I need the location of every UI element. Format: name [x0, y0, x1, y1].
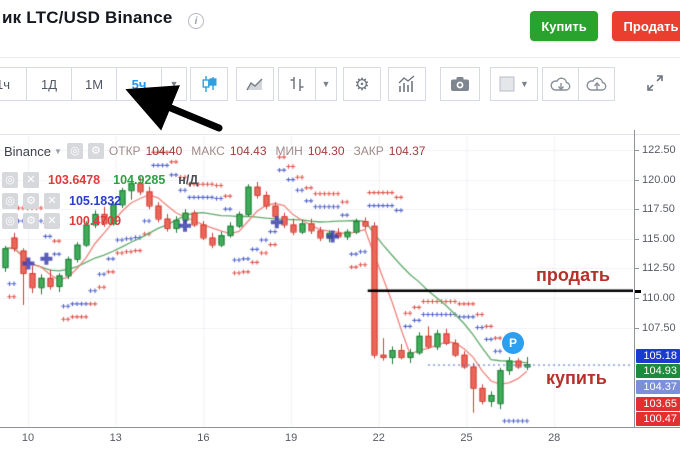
- price-tick-dash: [635, 209, 639, 211]
- price-tick-label: 115.00: [642, 232, 675, 245]
- ohlc-open-label: ОТКР: [108, 144, 141, 158]
- price-tick-dash: [635, 238, 639, 240]
- chevron-down-icon: ▼: [169, 79, 179, 89]
- eye-icon[interactable]: ◎: [2, 213, 18, 229]
- bars-icon: [290, 77, 304, 91]
- time-tick-label: 28: [548, 432, 561, 444]
- price-tick-dash: [635, 268, 639, 270]
- timeframe-dropdown-button[interactable]: ▼: [161, 67, 187, 101]
- indicator-value: 100.4709: [69, 214, 122, 228]
- layout-square-icon: [499, 76, 515, 92]
- timeframe-1h-button[interactable]: 1ч: [0, 67, 27, 101]
- eye-icon[interactable]: ◎: [2, 172, 18, 188]
- page-title: ик LTC/USD Binance: [2, 8, 173, 27]
- time-tick-label: 16: [197, 432, 210, 444]
- candlestick-style-button[interactable]: [190, 67, 228, 101]
- time-tick-label: 13: [109, 432, 122, 444]
- ohlc-low-label: МИН: [275, 144, 303, 158]
- gear-icon[interactable]: ⚙: [23, 193, 39, 209]
- indicator-row: ◎ ⚙ ✕ 105.1832: [2, 193, 121, 209]
- ohlc-high-value: 104.43: [229, 144, 267, 158]
- time-tick-label: 22: [372, 432, 385, 444]
- indicator-row: ◎ ⚙ ✕ 100.4709: [2, 213, 121, 229]
- price-tick-dash: [635, 297, 639, 299]
- indicator-value: 104.9285: [113, 173, 166, 187]
- close-icon[interactable]: ✕: [44, 193, 60, 209]
- indicator-row: ◎ ✕ 103.6478 104.9285 н/Д: [2, 172, 198, 188]
- cloud-download-icon: [550, 77, 570, 91]
- camera-icon: [451, 77, 469, 91]
- screenshot-button[interactable]: [440, 67, 480, 101]
- candlestick-icon: [202, 76, 217, 92]
- chevron-down-icon: ▼: [321, 79, 331, 89]
- fullscreen-icon: [647, 75, 663, 91]
- style-dropdown-button[interactable]: ▼: [315, 67, 337, 101]
- price-tick-dash: [635, 150, 639, 151]
- buy-button[interactable]: Купить: [530, 11, 598, 41]
- indicator-value: н/Д: [178, 173, 199, 187]
- price-axis[interactable]: 122.50 120.00 117.50 115.00 112.50 110.00 107.…: [634, 130, 680, 427]
- gear-icon[interactable]: ⚙: [87, 143, 104, 159]
- buy-annotation-label: купить: [546, 368, 607, 388]
- area-chart-icon: [246, 78, 263, 91]
- legend-exchange[interactable]: Binance: [4, 143, 51, 159]
- chart-legend: Binance ▼ ◎ ⚙ ОТКР 104.40 МАКС 104.43 МИ…: [4, 143, 425, 159]
- ohlc-high-label: МАКС: [191, 144, 225, 158]
- fullscreen-button[interactable]: [638, 67, 672, 99]
- chevron-down-icon: ▼: [520, 79, 529, 89]
- gear-icon[interactable]: ⚙: [23, 213, 39, 229]
- price-tick-label: 120.00: [642, 173, 676, 186]
- price-label-badge: 104.37: [636, 380, 680, 394]
- info-icon[interactable]: i: [188, 13, 204, 29]
- sell-line-axis-tick: [635, 289, 641, 293]
- price-tick-label: 107.50: [642, 321, 676, 334]
- close-icon[interactable]: ✕: [23, 172, 39, 188]
- gear-icon: ⚙: [354, 74, 370, 94]
- price-chart-canvas[interactable]: [0, 130, 633, 427]
- price-label-badge: 103.65: [636, 397, 680, 411]
- ohlc-low-value: 104.30: [307, 144, 345, 158]
- settings-button[interactable]: ⚙: [343, 67, 381, 101]
- header-divider: [0, 57, 680, 58]
- time-tick-label: 19: [284, 432, 298, 444]
- sell-annotation-label: продать: [536, 265, 610, 285]
- load-layout-button[interactable]: [542, 67, 579, 101]
- time-tick-label: 10: [21, 432, 35, 444]
- sell-button[interactable]: Продать: [612, 11, 680, 41]
- ohlc-close-label: ЗАКР: [353, 144, 384, 158]
- cloud-upload-icon: [586, 77, 606, 91]
- ohlc-close-value: 104.37: [388, 144, 426, 158]
- bar-style-button[interactable]: [278, 67, 316, 101]
- position-marker[interactable]: P: [502, 332, 524, 354]
- timeframe-1d-button[interactable]: 1Д: [26, 67, 72, 101]
- ohlc-open-value: 104.40: [145, 144, 183, 158]
- price-tick-label: 110.00: [642, 291, 675, 304]
- price-tick-dash: [635, 327, 639, 329]
- layout-select-button[interactable]: ▼: [490, 67, 538, 101]
- price-tick-label: 117.50: [642, 203, 675, 216]
- price-tick-label: 112.50: [642, 262, 675, 275]
- save-layout-button[interactable]: [578, 67, 615, 101]
- price-label-badge: 100.47: [636, 412, 680, 426]
- eye-icon[interactable]: ◎: [66, 143, 83, 159]
- area-style-button[interactable]: [236, 67, 274, 101]
- time-tick-label: 25: [460, 432, 473, 444]
- timeframe-5h-button-active[interactable]: 5ч: [116, 67, 162, 101]
- indicator-value: 105.1832: [69, 194, 122, 208]
- price-label-badge: 104.93: [636, 364, 680, 378]
- price-tick-label: 122.50: [642, 144, 676, 156]
- timeframe-1m-button[interactable]: 1М: [71, 67, 117, 101]
- price-label-badge: 105.18: [636, 349, 680, 363]
- eye-icon[interactable]: ◎: [2, 193, 18, 209]
- indicators-icon: [398, 75, 415, 92]
- close-icon[interactable]: ✕: [44, 213, 60, 229]
- indicators-button[interactable]: [388, 67, 426, 101]
- chevron-down-icon[interactable]: ▼: [53, 146, 62, 156]
- price-tick-dash: [635, 179, 639, 181]
- indicator-value: 103.6478: [48, 173, 101, 187]
- time-axis[interactable]: 10 13 16 19 22 25 28: [0, 427, 680, 449]
